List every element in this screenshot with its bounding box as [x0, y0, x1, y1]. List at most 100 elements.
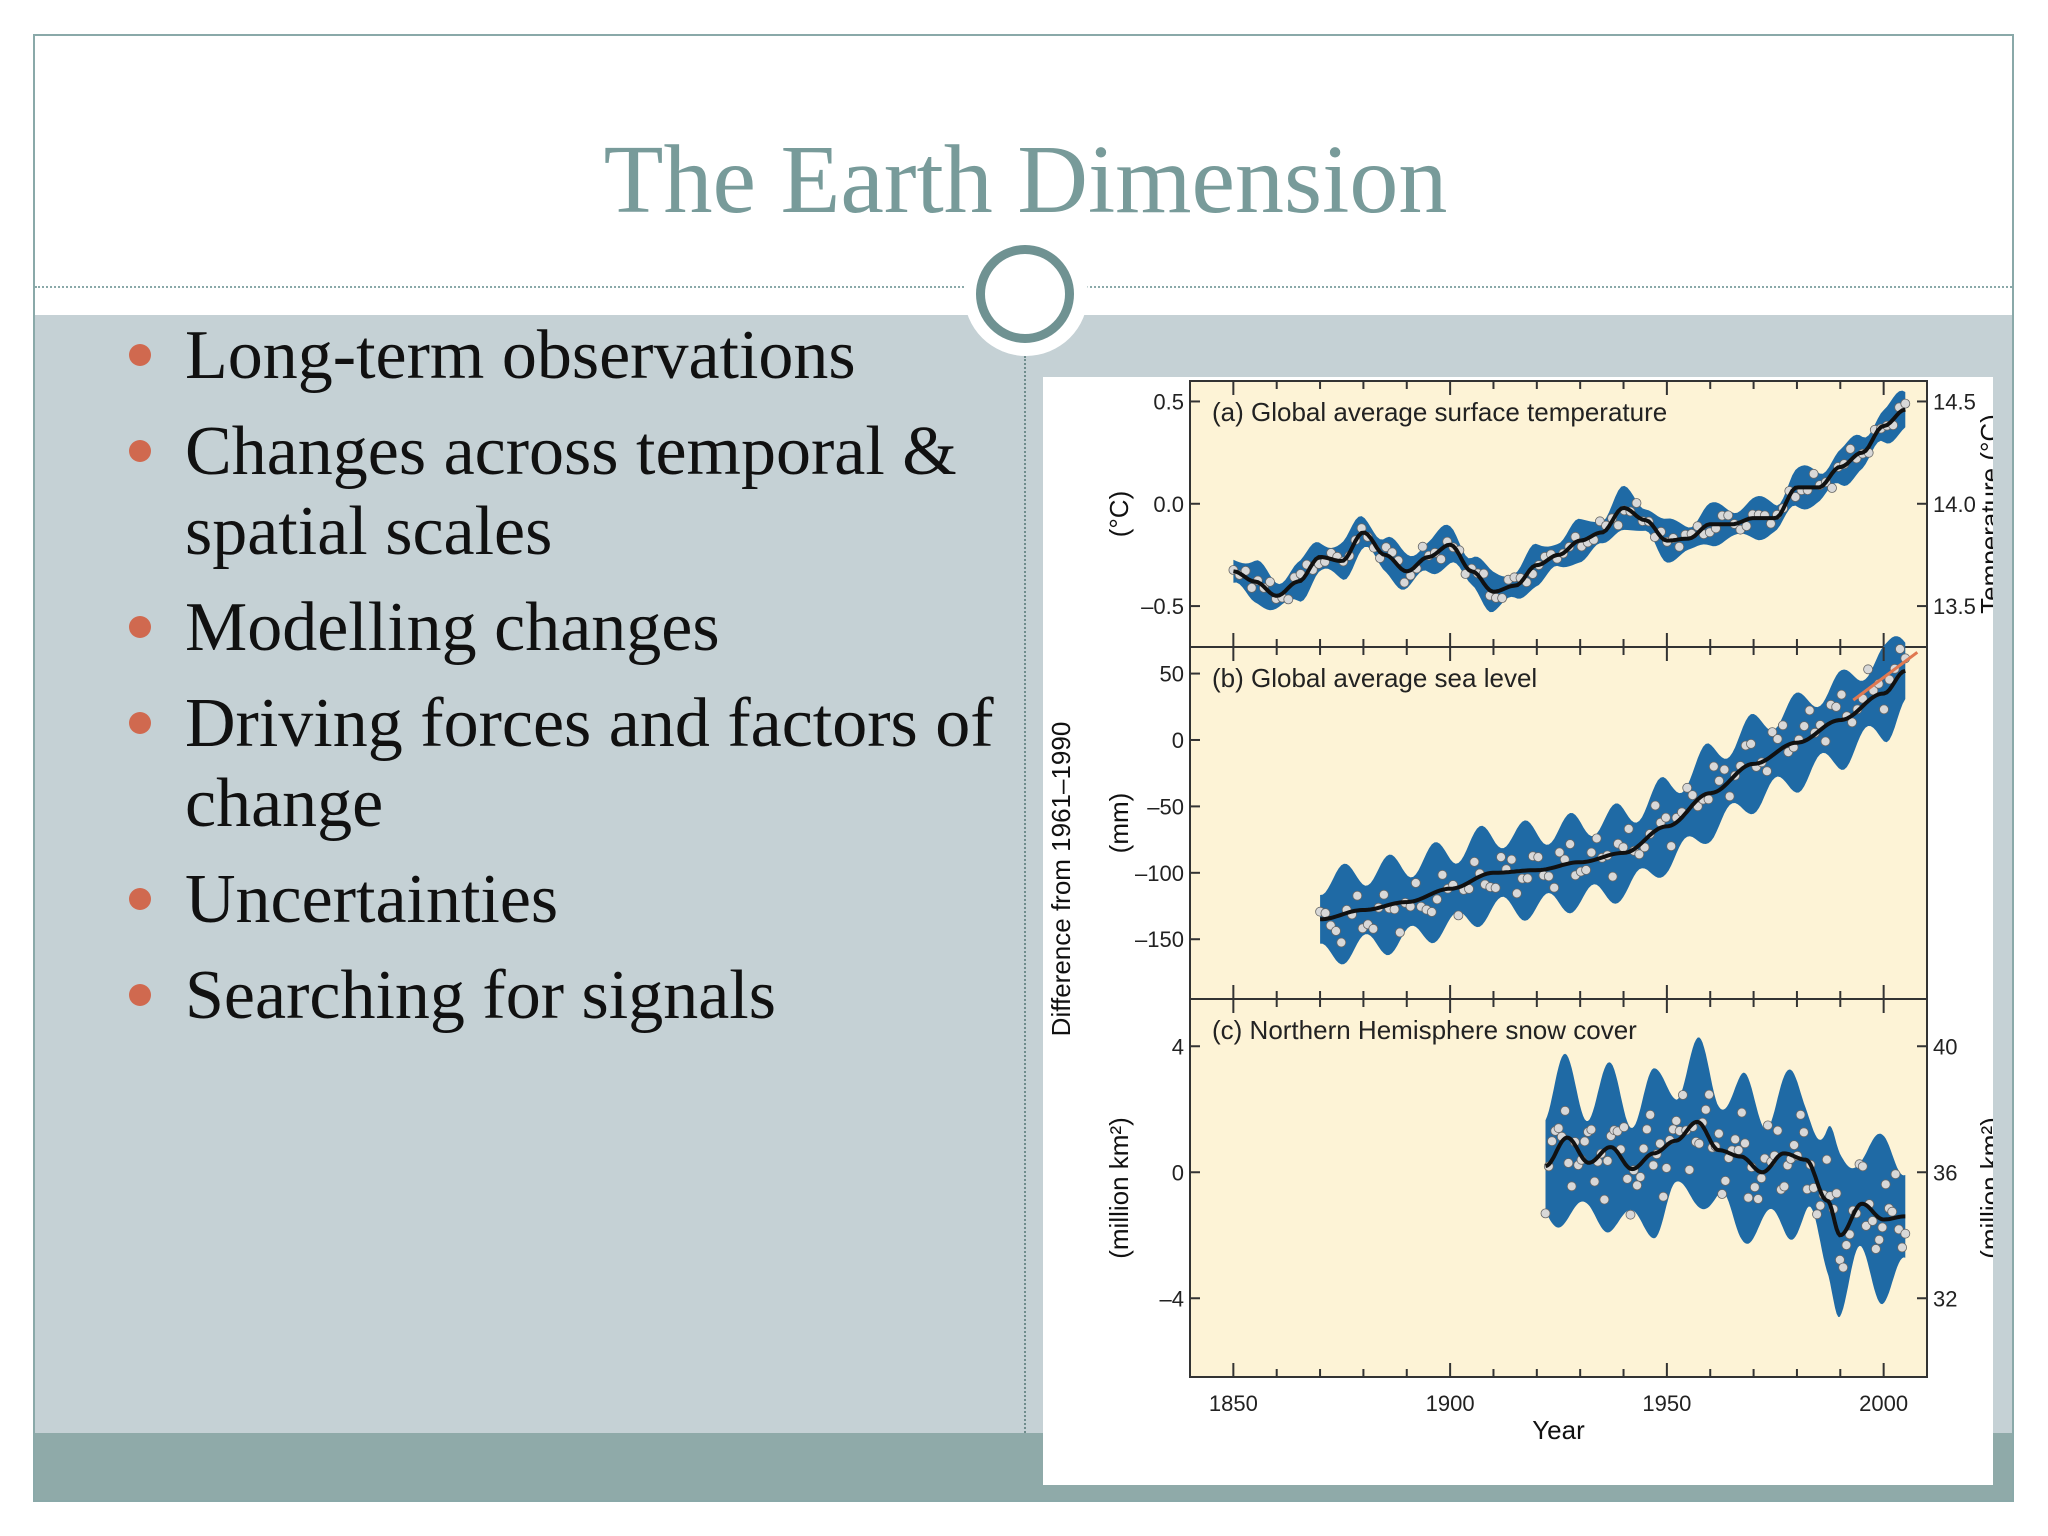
- bullet-dot-icon: [129, 344, 151, 366]
- data-point: [1331, 926, 1341, 936]
- y-tick-label: –100: [1135, 861, 1184, 886]
- data-point: [1762, 766, 1772, 777]
- data-point: [1733, 1145, 1744, 1155]
- bullet-item: Modelling changes: [95, 588, 1015, 668]
- bullet-item: Changes across temporal & spatial scales: [95, 412, 1015, 572]
- data-point: [1812, 1209, 1822, 1220]
- bullet-text: Driving forces and factors of change: [185, 685, 994, 842]
- data-point: [1599, 1194, 1610, 1205]
- data-point: [1772, 1125, 1783, 1136]
- data-point: [1658, 1191, 1669, 1202]
- data-point: [1684, 1165, 1695, 1175]
- x-tick-label: 1850: [1209, 1391, 1258, 1416]
- data-point: [1553, 1123, 1564, 1134]
- data-point: [1554, 847, 1565, 858]
- data-point: [1399, 577, 1410, 588]
- y-axis-label: (mm): [1104, 793, 1134, 854]
- data-point: [1890, 1169, 1901, 1180]
- data-point: [1579, 1136, 1590, 1147]
- data-point: [1714, 1128, 1724, 1139]
- data-point: [1895, 644, 1905, 654]
- y-tick-label: –4: [1160, 1286, 1184, 1311]
- data-point: [1613, 520, 1624, 531]
- smoothed-line: [1320, 668, 1906, 922]
- data-point: [1845, 444, 1856, 454]
- data-point: [1336, 937, 1347, 948]
- data-point: [1799, 1127, 1809, 1138]
- panel-frame: [1189, 380, 1928, 648]
- y-axis-label: (million km²): [1104, 1117, 1134, 1259]
- data-point: [1772, 734, 1783, 744]
- y-tick-label: 0: [1172, 1160, 1184, 1185]
- y-axis-label-right: Temperature (°C): [1975, 414, 1993, 614]
- data-point: [1767, 727, 1778, 738]
- data-point: [1700, 1104, 1711, 1115]
- bullet-list: Long-term observations Changes across te…: [95, 316, 1015, 1052]
- data-point: [1671, 1116, 1682, 1126]
- content-vertical-divider: [1024, 356, 1026, 1433]
- data-point: [1426, 907, 1437, 917]
- data-point: [1586, 847, 1597, 858]
- data-point: [1717, 1189, 1727, 1199]
- data-point: [1799, 721, 1810, 732]
- data-point: [1795, 1109, 1806, 1120]
- data-point: [1566, 1181, 1577, 1192]
- data-point: [1857, 1161, 1868, 1172]
- data-point: [1394, 927, 1405, 938]
- data-point: [1766, 518, 1776, 529]
- data-point: [1863, 664, 1873, 675]
- data-point: [1877, 1222, 1888, 1233]
- data-point: [1589, 1176, 1600, 1187]
- smoothed-line: [1233, 407, 1906, 598]
- data-point: [1549, 882, 1560, 893]
- data-point: [1879, 704, 1889, 715]
- data-point: [1378, 889, 1389, 900]
- data-point: [1838, 1262, 1849, 1273]
- data-point: [1265, 576, 1275, 587]
- data-point: [1602, 1156, 1613, 1166]
- data-point: [1730, 1134, 1741, 1145]
- data-point: [1880, 1179, 1891, 1190]
- data-point: [1581, 865, 1591, 875]
- data-point: [1815, 1200, 1826, 1211]
- data-point: [1743, 1192, 1754, 1203]
- y-tick-right-label: 40: [1933, 1034, 1957, 1059]
- data-point: [1522, 873, 1533, 884]
- satellite-line: [1852, 651, 1919, 702]
- bullet-item: Driving forces and factors of change: [95, 684, 1015, 844]
- data-point: [1497, 593, 1508, 604]
- data-point: [1625, 1209, 1636, 1220]
- data-point: [1831, 701, 1842, 712]
- data-point: [1543, 871, 1554, 882]
- data-point: [1635, 1172, 1646, 1182]
- data-point: [1871, 1244, 1881, 1254]
- y-tick-label: 4: [1172, 1034, 1184, 1059]
- y-tick-label: 0.0: [1153, 492, 1184, 517]
- data-point: [1808, 468, 1819, 479]
- smoothed-line: [1545, 1119, 1906, 1238]
- data-point: [1821, 1154, 1832, 1165]
- data-point: [1756, 1173, 1767, 1184]
- y-tick-right-label: 13.5: [1933, 594, 1976, 619]
- x-axis-label: Year: [1532, 1415, 1585, 1445]
- data-point: [1746, 738, 1756, 749]
- shared-y-axis-label: Difference from 1961–1990: [1046, 722, 1076, 1037]
- data-point: [1867, 1216, 1878, 1226]
- data-point: [1661, 812, 1671, 823]
- data-point: [1674, 541, 1685, 552]
- data-point: [1511, 888, 1522, 899]
- data-point: [1753, 1194, 1763, 1204]
- data-point: [1352, 890, 1363, 901]
- divider-circle-ring: [976, 245, 1074, 343]
- data-point: [1246, 582, 1257, 593]
- data-point: [1724, 791, 1735, 802]
- data-point: [1900, 1228, 1911, 1239]
- data-point: [1694, 1138, 1705, 1149]
- y-tick-right-label: 32: [1933, 1286, 1957, 1311]
- data-point: [1831, 1188, 1842, 1199]
- data-point: [1719, 764, 1730, 775]
- y-tick-right-label: 36: [1933, 1160, 1957, 1185]
- data-point: [1320, 908, 1331, 918]
- data-point: [1723, 510, 1734, 521]
- data-point: [1682, 782, 1693, 793]
